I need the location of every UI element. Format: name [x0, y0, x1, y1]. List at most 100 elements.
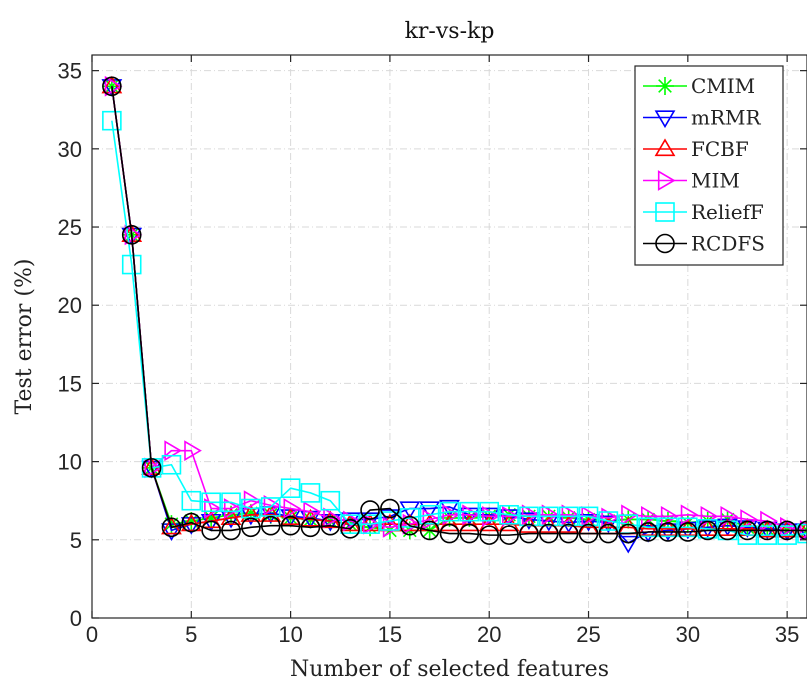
series-line-fcbf [111, 86, 807, 532]
data-point-rcdfs [201, 520, 221, 541]
data-point-mim [223, 498, 242, 519]
data-point-cmim [202, 508, 221, 527]
data-point-mrmr [101, 79, 123, 97]
legend-marker-mim [657, 170, 676, 191]
data-point-rcdfs [360, 500, 380, 520]
y-tick-label: 25 [58, 215, 82, 240]
y-axis-label: Test error (%) [12, 259, 37, 415]
data-point-relieff [459, 501, 480, 522]
data-point-mrmr [439, 499, 460, 518]
data-point-relieff [201, 492, 221, 513]
data-point-relieff [678, 517, 698, 538]
data-point-rcdfs [658, 522, 678, 542]
data-point-fcbf [518, 515, 540, 533]
data-point-rcdfs [697, 520, 718, 541]
legend-item-rcdfs: RCDFS [643, 232, 765, 256]
data-point-rcdfs [519, 523, 539, 544]
data-point-rcdfs [320, 515, 341, 536]
data-point-mim [402, 513, 421, 535]
legend-marker-cmim [656, 77, 674, 95]
data-point-mrmr [776, 523, 798, 542]
x-tick-label: 0 [86, 622, 98, 647]
data-point-rcdfs [260, 515, 281, 536]
data-point-rcdfs [797, 520, 807, 541]
legend-item-relieff: ReliefF [643, 200, 764, 224]
series-layer [101, 75, 807, 554]
data-point-relieff [658, 517, 678, 538]
series-relieff [102, 110, 807, 545]
data-point-fcbf [498, 513, 520, 532]
data-point-mrmr [399, 501, 421, 520]
legend-marker-fcbf [654, 138, 676, 157]
x-axis-label: Number of selected features [290, 657, 609, 682]
series-line-rcdfs [111, 86, 807, 536]
legend-marker-mrmr [654, 110, 676, 129]
data-point-rcdfs [161, 517, 182, 538]
data-point-relieff [419, 504, 440, 525]
data-point-rcdfs [181, 512, 202, 533]
data-point-mrmr [379, 509, 401, 527]
data-point-fcbf [717, 518, 738, 536]
data-point-relieff [280, 478, 301, 498]
x-tick-label: 20 [477, 622, 501, 647]
y-tick-label: 5 [70, 528, 82, 553]
data-point-rcdfs [737, 520, 758, 541]
data-point-rcdfs [777, 520, 797, 541]
data-point-fcbf [180, 513, 202, 532]
data-point-rcdfs [479, 525, 500, 545]
data-point-fcbf [300, 508, 321, 527]
data-point-rcdfs [598, 523, 619, 544]
data-point-relieff [638, 517, 658, 538]
data-point-relieff [380, 511, 400, 531]
data-point-fcbf [101, 75, 123, 94]
series-rcdfs [102, 76, 807, 545]
data-point-mim [303, 501, 322, 523]
legend-label: MIM [691, 169, 740, 193]
data-point-rcdfs [141, 458, 162, 478]
data-point-mrmr [637, 524, 659, 543]
data-point-mim [462, 504, 480, 526]
legend-label: mRMR [691, 106, 762, 130]
legend-marker-rcdfs [655, 233, 675, 254]
data-point-rcdfs [439, 523, 460, 544]
data-point-rcdfs [717, 520, 738, 541]
data-point-rcdfs [241, 517, 261, 538]
data-point-mim [601, 507, 619, 529]
data-point-relieff [598, 511, 619, 531]
data-point-rcdfs [121, 225, 142, 245]
data-point-rcdfs [757, 520, 778, 541]
legend: CMIM mRMR FCBF MIM ReliefF RCDFS [634, 65, 784, 266]
legend-label: ReliefF [691, 200, 764, 224]
data-point-mrmr [419, 501, 441, 520]
data-point-mim [204, 498, 222, 519]
x-tick-label: 30 [676, 622, 700, 647]
y-tick-label: 35 [58, 59, 82, 84]
data-point-relieff [360, 514, 380, 534]
data-point-relieff [161, 454, 182, 475]
plot-frame [91, 54, 807, 619]
x-tick-label: 15 [378, 622, 402, 647]
y-tick-label: 20 [58, 293, 82, 318]
data-point-fcbf [558, 515, 580, 533]
data-point-mim [263, 495, 282, 516]
data-point-relieff [499, 504, 519, 525]
data-point-mim [561, 504, 580, 526]
data-point-rcdfs [340, 519, 360, 539]
data-point-mim [283, 498, 302, 519]
data-point-cmim [460, 508, 479, 527]
data-point-cmim [182, 512, 201, 531]
data-point-cmim [241, 504, 260, 523]
data-point-relieff [439, 501, 460, 522]
data-point-relieff [300, 483, 321, 503]
data-point-mim [541, 504, 560, 526]
data-point-relieff [757, 525, 778, 545]
legend-item-cmim: CMIM [643, 74, 755, 98]
data-point-mim [780, 516, 798, 538]
data-point-relieff [479, 501, 500, 522]
data-point-relieff [737, 525, 758, 545]
legend-item-fcbf: FCBF [643, 137, 749, 161]
data-point-mrmr [617, 535, 639, 554]
data-point-mrmr [796, 523, 807, 542]
legend-item-mrmr: mRMR [643, 106, 762, 130]
